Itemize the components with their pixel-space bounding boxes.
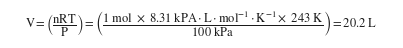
Text: $\mathrm{V} = \left(\dfrac{\mathrm{nRT}}{\mathrm{P}}\right) = \left(\dfrac{\math: $\mathrm{V} = \left(\dfrac{\mathrm{nRT}}… [25, 10, 378, 38]
